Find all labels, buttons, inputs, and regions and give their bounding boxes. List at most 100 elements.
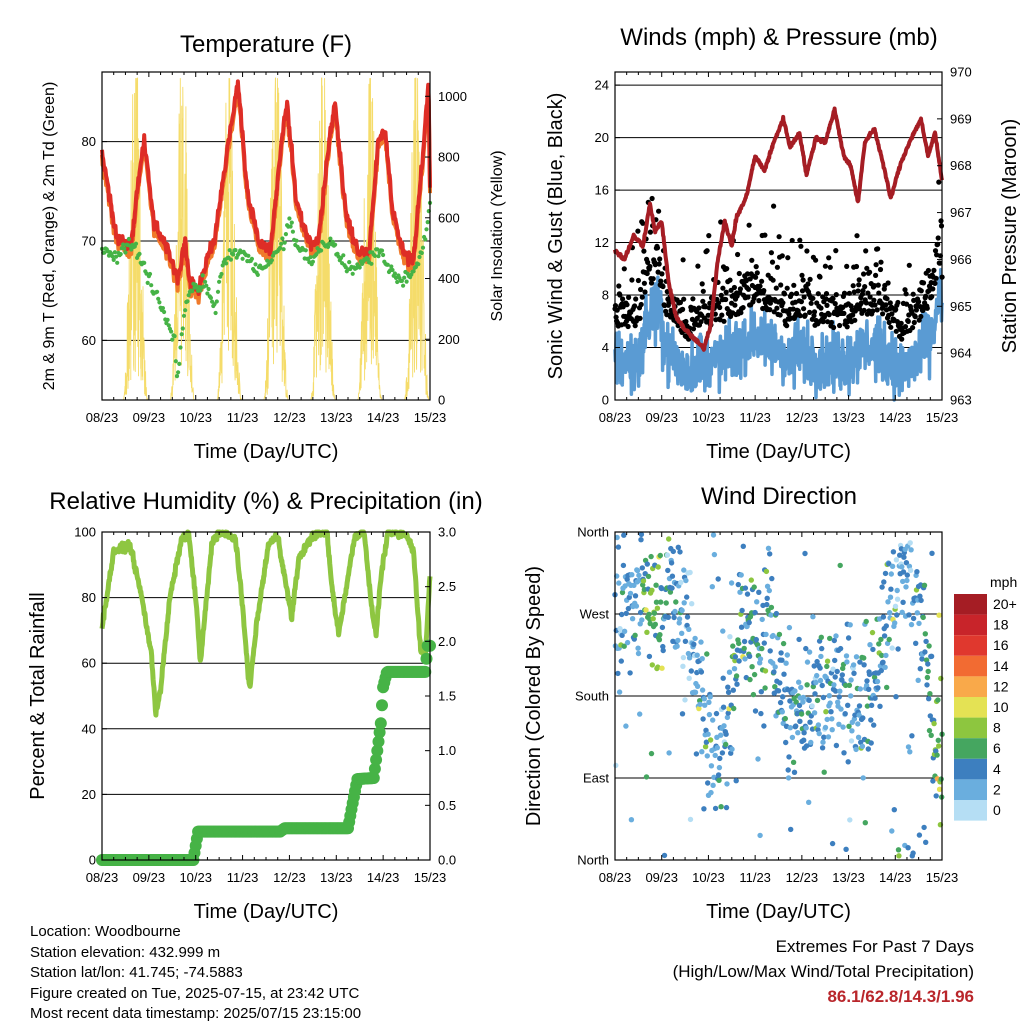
gust-point [779, 253, 785, 259]
dewpoint-point [181, 313, 187, 318]
dewpoint-point [121, 242, 126, 247]
temp-2m-line [100, 79, 432, 296]
wind-direction-point [668, 560, 675, 566]
wind-direction-point [744, 591, 751, 597]
wind-direction-point [925, 668, 931, 675]
wind-direction-point [834, 668, 840, 675]
wind-direction-point [787, 698, 793, 704]
wind-direction-point [845, 635, 852, 641]
wind-direction-point [842, 711, 848, 717]
wind-direction-point [849, 728, 855, 734]
dir-y-tick-label: North [577, 525, 609, 540]
legend-color-box [954, 779, 987, 800]
gust-point [807, 276, 813, 282]
wind-direction-point [821, 734, 827, 740]
wind-direction-point [933, 793, 939, 799]
gust-point [720, 285, 726, 291]
gust-point [864, 265, 870, 271]
dewpoint-point [208, 295, 213, 300]
dewpoint-point [240, 256, 245, 261]
gust-point [841, 310, 847, 316]
wind-direction-point [758, 710, 764, 717]
wind-direction-point [757, 656, 764, 662]
wind-direction-point [720, 704, 727, 710]
wind-direction-point [692, 635, 698, 642]
dewpoint-point [157, 300, 162, 305]
wind-direction-point [716, 764, 723, 771]
wind-direction-point [904, 577, 910, 584]
wind-direction-point [651, 610, 658, 616]
station-info: Location: Woodbourne Station elevation: … [30, 922, 361, 1025]
gust-point [883, 302, 889, 308]
gust-point [633, 296, 639, 302]
gust-point [844, 324, 850, 330]
wind-direction-point [696, 705, 702, 712]
gust-point [656, 208, 662, 214]
wind-direction-point [810, 614, 816, 620]
gust-point [717, 304, 723, 311]
wind-direction-point [777, 680, 783, 686]
wind-direction-point [804, 682, 810, 688]
dewpoint-point [219, 271, 224, 277]
wind-direction-point [643, 607, 649, 613]
wind-direction-point [627, 590, 634, 597]
wind-direction-point [724, 714, 731, 721]
wind-direction-point [928, 732, 934, 738]
wind-direction-point [866, 671, 873, 678]
wind-direction-point [619, 589, 626, 596]
rh-x-tick-label: 09/23 [133, 870, 166, 885]
gust-point [774, 305, 780, 311]
wind-direction-point [658, 599, 664, 605]
legend-color-box [954, 697, 987, 718]
gust-point [690, 326, 697, 332]
wind-direction-point [645, 573, 652, 580]
wind-direction-point [797, 718, 803, 724]
dewpoint-point [133, 241, 139, 246]
gust-point [677, 299, 684, 306]
gust-point [753, 264, 759, 270]
wind-direction-point [860, 775, 866, 781]
gust-point [887, 300, 893, 306]
wind-direction-point [728, 580, 735, 586]
dewpoint-point [253, 262, 258, 267]
gust-point [625, 323, 631, 330]
wind-direction-point [768, 612, 774, 618]
wind-direction-point [848, 738, 855, 744]
gust-point [846, 290, 853, 296]
wind-direction-point [764, 583, 771, 589]
wind-direction-point [894, 612, 900, 618]
wind-direction-point [707, 694, 713, 700]
gust-point [756, 298, 762, 304]
wind-direction-point [829, 840, 836, 847]
wind-y-tick-label: 24 [595, 78, 609, 93]
wind-direction-point [679, 711, 686, 717]
dewpoint-point [365, 256, 370, 262]
wind-direction-point [701, 806, 707, 812]
wind-x-tick-label: 12/23 [786, 410, 819, 425]
gust-point [744, 271, 751, 277]
wind-direction-point [831, 682, 837, 688]
gust-point [911, 319, 917, 326]
gust-point [832, 301, 838, 307]
wind-direction-point [818, 634, 824, 640]
wind-direction-point [928, 653, 935, 659]
wind-direction-point [918, 597, 924, 604]
wind-direction-point [727, 634, 733, 640]
rainfall-point [368, 762, 381, 775]
wind-direction-point [893, 557, 900, 563]
wind-y-tick-label: 16 [595, 183, 609, 198]
station-location: Location: Woodbourne [30, 923, 181, 940]
dewpoint-point [170, 337, 175, 342]
wind-direction-point [679, 607, 685, 614]
gust-point [841, 290, 848, 296]
dewpoint-point [200, 273, 205, 278]
wind-direction-point [806, 697, 812, 703]
gust-point [647, 263, 653, 270]
wind-direction-point [926, 696, 932, 702]
gust-point [705, 318, 711, 324]
wind-direction-point [712, 805, 719, 812]
gust-point [805, 281, 811, 287]
dewpoint-point [224, 261, 229, 266]
rainfall-point [419, 665, 432, 678]
wind-direction-point [778, 650, 784, 656]
